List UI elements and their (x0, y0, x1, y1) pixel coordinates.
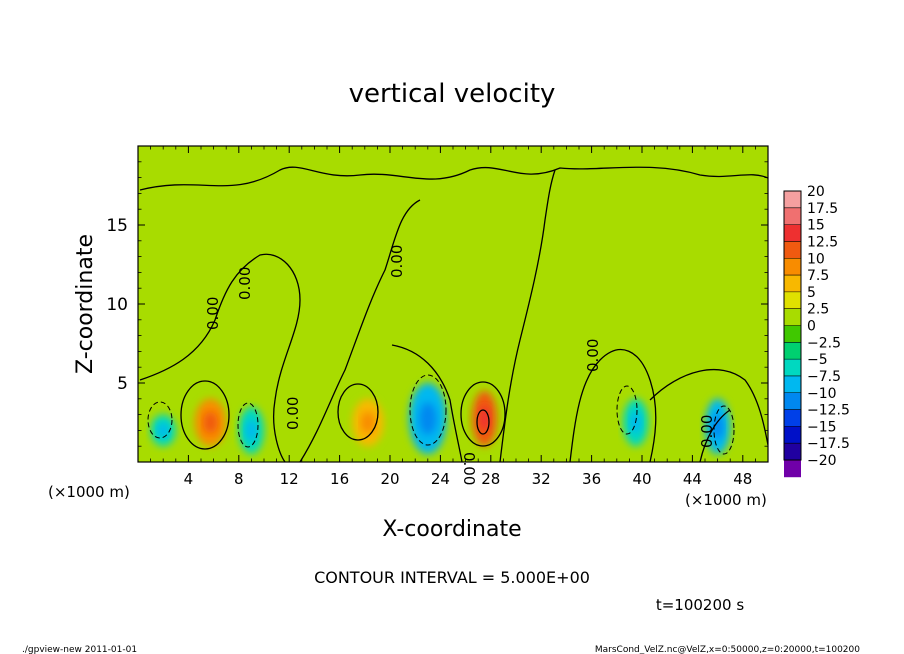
colorbar-label: −20 (807, 453, 837, 469)
colorbar-swatch (784, 275, 801, 293)
contour-loop (616, 385, 638, 435)
colorbar: 2017.51512.5107.552.50−2.5−5−7.5−10−12.5… (783, 184, 850, 478)
contour-line (299, 199, 421, 462)
plot-background (138, 146, 768, 462)
colorbar-swatch (784, 241, 801, 259)
footer-left: ./gpview-new 2011-01-01 (22, 645, 137, 654)
contour-label: 0.00 (460, 452, 478, 485)
x-tick-label: 44 (683, 470, 702, 488)
colorbar-label: 10 (807, 251, 825, 267)
contour-loop (337, 383, 379, 441)
x-tick-label: 48 (733, 470, 752, 488)
colorbar-label: 7.5 (807, 268, 829, 284)
colorbar-swatch (784, 325, 801, 343)
data-cell-core (203, 411, 218, 434)
x-axis-label: X-coordinate (382, 517, 521, 542)
y-axis-label: Z-coordinate (73, 234, 98, 374)
x-tick-label: 20 (380, 470, 399, 488)
y-tick-label: 10 (106, 295, 128, 315)
colorbar-swatch (784, 426, 801, 444)
colorbar-label: 0 (807, 319, 816, 335)
colorbar-label: −5 (807, 352, 828, 368)
colorbar-label: 17.5 (807, 201, 838, 217)
colorbar-swatch (784, 375, 801, 394)
colorbar-swatch (784, 308, 801, 326)
colorbar-label: −10 (807, 386, 837, 402)
colorbar-label: 20 (807, 184, 825, 200)
zero-contours (139, 166, 768, 462)
colorbar-swatch (784, 392, 801, 410)
colorbar-label: −15 (807, 419, 837, 435)
colorbar-label: −2.5 (807, 335, 841, 351)
x-tick-label: 16 (330, 470, 349, 488)
contour-label: 0.00 (584, 339, 602, 372)
x-unit-left: (×1000 m) (48, 483, 130, 501)
colorbar-label: −17.5 (807, 436, 850, 452)
contour-label: 0.00 (698, 415, 716, 448)
plot-area: 0.00 0.00 0.00 0.00 0.00 0.00 0.00 4 8 12 1… (106, 145, 769, 488)
data-cell-core (419, 402, 437, 435)
contour-loop (237, 402, 259, 448)
data-cell-core (360, 411, 376, 434)
contour-line (139, 253, 301, 462)
contour-line (391, 344, 463, 462)
x-tick-label: 12 (280, 470, 299, 488)
colorbar-label: 15 (807, 218, 825, 234)
colorbar-swatch (784, 224, 801, 242)
contour-loop (409, 374, 447, 446)
x-tick-label: 36 (582, 470, 601, 488)
x-tick-label: 28 (481, 470, 500, 488)
contour-label: 0.00 (236, 267, 254, 300)
contour-line (499, 169, 556, 462)
colorbar-label: 2.5 (807, 302, 829, 318)
x-unit-right: (×1000 m) (685, 491, 767, 509)
contour-line (649, 368, 768, 446)
x-tick-label: 24 (431, 470, 450, 488)
contour-line (699, 409, 731, 462)
colorbar-label: 12.5 (807, 234, 838, 250)
y-axis-ticks: 5 10 15 (106, 161, 768, 447)
contour-loop (460, 381, 506, 447)
contour-interval: CONTOUR INTERVAL = 5.000E+00 (314, 568, 590, 587)
colorbar-swatch (784, 291, 801, 310)
x-tick-label: 4 (184, 470, 194, 488)
colorbar-swatch (784, 342, 801, 360)
contour-label: 0.00 (388, 245, 406, 278)
contour-loop (476, 409, 490, 435)
colorbar-swatch (784, 409, 801, 427)
contour-label: 0.00 (204, 297, 222, 330)
contour-label: 0.00 (284, 397, 302, 430)
x-tick-label: 40 (632, 470, 651, 488)
data-cell-core (245, 419, 258, 442)
contour-line (139, 166, 768, 191)
contour-loop (147, 401, 173, 439)
chart-title: vertical velocity (349, 79, 556, 109)
colorbar-label: 5 (807, 285, 816, 301)
x-tick-label: 8 (234, 470, 244, 488)
footer-right: MarsCond_VelZ.nc@VelZ,x=0:50000,z=0:2000… (595, 645, 860, 654)
contour-loop (180, 380, 230, 450)
data-cell-core (478, 406, 491, 431)
data-cell-core (157, 423, 169, 438)
y-tick-label: 15 (106, 216, 128, 236)
x-tick-label: 32 (532, 470, 551, 488)
colorbar-swatch (784, 191, 801, 209)
colorbar-label: −12.5 (807, 403, 850, 419)
colorbar-label: −7.5 (807, 369, 841, 385)
data-cells (150, 383, 731, 455)
colorbar-swatch (784, 359, 801, 377)
colorbar-swatch (784, 258, 801, 276)
colorbar-swatch (784, 443, 801, 461)
y-tick-label: 5 (117, 374, 128, 394)
contour-loop (713, 405, 735, 455)
colorbar-swatch (784, 460, 801, 478)
time-label: t=100200 s (656, 596, 744, 614)
colorbar-swatch (784, 207, 801, 226)
x-axis-ticks: 4 8 12 16 20 24 28 32 36 40 44 48 (150, 146, 756, 488)
contour-labels: 0.00 0.00 0.00 0.00 0.00 0.00 0.00 (204, 245, 716, 486)
contour-line (569, 349, 657, 462)
